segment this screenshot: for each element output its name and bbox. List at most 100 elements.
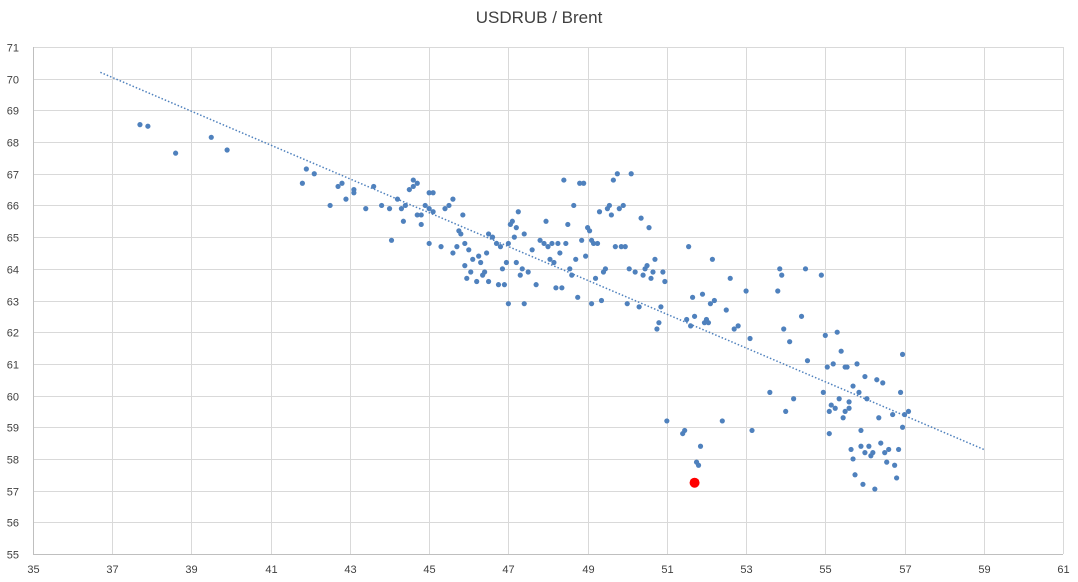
data-point: [476, 253, 482, 259]
data-point: [537, 237, 543, 243]
data-point: [602, 266, 609, 272]
data-point: [616, 206, 622, 212]
trendline: [100, 71, 985, 451]
trendline-layer: [100, 71, 985, 451]
x-tick-label: 43: [344, 564, 356, 576]
data-point: [686, 244, 692, 250]
data-point: [689, 294, 696, 300]
data-point: [571, 202, 577, 209]
data-point: [707, 301, 714, 307]
data-point: [485, 278, 492, 285]
data-point: [446, 202, 452, 209]
data-point: [414, 180, 420, 186]
data-point: [499, 266, 506, 272]
data-point: [719, 418, 725, 424]
y-tick-label: 67: [7, 170, 19, 182]
data-point: [557, 250, 563, 256]
data-point: [852, 472, 858, 478]
data-point: [474, 278, 480, 285]
data-point: [525, 269, 531, 275]
data-point: [684, 316, 690, 323]
data-point: [519, 266, 525, 272]
data-point: [509, 218, 515, 224]
data-point: [533, 282, 539, 288]
data-point: [529, 247, 535, 253]
data-point: [886, 446, 892, 453]
data-point: [402, 202, 408, 209]
data-point: [208, 134, 214, 140]
data-point: [430, 190, 436, 196]
data-point: [513, 225, 519, 231]
data-point: [836, 396, 842, 402]
x-tick-label: 41: [265, 564, 277, 576]
data-point: [842, 364, 848, 370]
x-tick-label: 51: [661, 564, 673, 576]
x-tick-label: 37: [106, 564, 118, 576]
data-point: [822, 332, 828, 338]
data-point: [743, 288, 749, 294]
data-point: [592, 275, 599, 281]
data-point: [588, 301, 595, 307]
data-point: [876, 415, 882, 421]
data-point: [450, 196, 456, 202]
data-point: [897, 389, 904, 395]
data-point: [485, 231, 492, 237]
data-point: [561, 177, 567, 183]
data-point: [856, 389, 862, 395]
data-point: [779, 272, 785, 278]
data-point: [899, 351, 906, 357]
data-point: [628, 171, 634, 177]
data-point: [830, 361, 836, 367]
data-point: [594, 240, 601, 247]
data-point: [426, 206, 432, 212]
data-point: [579, 237, 585, 243]
data-point: [577, 180, 583, 186]
data-point: [422, 202, 428, 209]
data-point: [804, 358, 811, 364]
data-point: [850, 456, 856, 462]
data-point: [426, 190, 432, 196]
data-point: [905, 408, 912, 415]
chart-title: USDRUB / Brent: [475, 8, 603, 27]
data-point: [586, 228, 593, 234]
data-point: [462, 263, 468, 269]
data-point: [848, 446, 854, 453]
x-tick-label: 59: [978, 564, 990, 576]
x-tick-label: 55: [819, 564, 831, 576]
data-point: [327, 202, 333, 209]
data-point: [874, 377, 880, 383]
data-point: [573, 256, 579, 262]
data-point: [581, 180, 587, 186]
data-point: [458, 231, 464, 237]
data-point: [224, 147, 230, 153]
data-point: [775, 288, 781, 294]
data-point: [462, 240, 468, 247]
data-point: [394, 196, 401, 202]
data-point: [626, 266, 632, 272]
data-point: [709, 256, 716, 262]
data-point: [590, 240, 597, 247]
data-point: [173, 150, 179, 156]
data-point: [553, 285, 559, 291]
data-point: [468, 269, 474, 275]
data-point: [787, 339, 793, 345]
data-point: [299, 180, 305, 186]
data-point: [438, 244, 444, 250]
data-point: [652, 256, 658, 262]
data-point: [495, 282, 502, 288]
y-tick-label: 65: [7, 233, 19, 245]
data-point: [826, 430, 832, 437]
y-tick-label: 57: [7, 487, 19, 499]
data-point: [664, 418, 670, 424]
data-point: [735, 323, 741, 329]
data-point: [551, 259, 557, 266]
data-point: [858, 443, 864, 449]
data-point: [386, 206, 393, 212]
data-point: [660, 269, 666, 275]
x-tick-label: 35: [27, 564, 39, 576]
data-point: [695, 462, 702, 468]
data-point: [826, 408, 832, 415]
data-point: [489, 234, 496, 240]
gridlines: [33, 47, 1064, 555]
data-point: [640, 272, 646, 278]
